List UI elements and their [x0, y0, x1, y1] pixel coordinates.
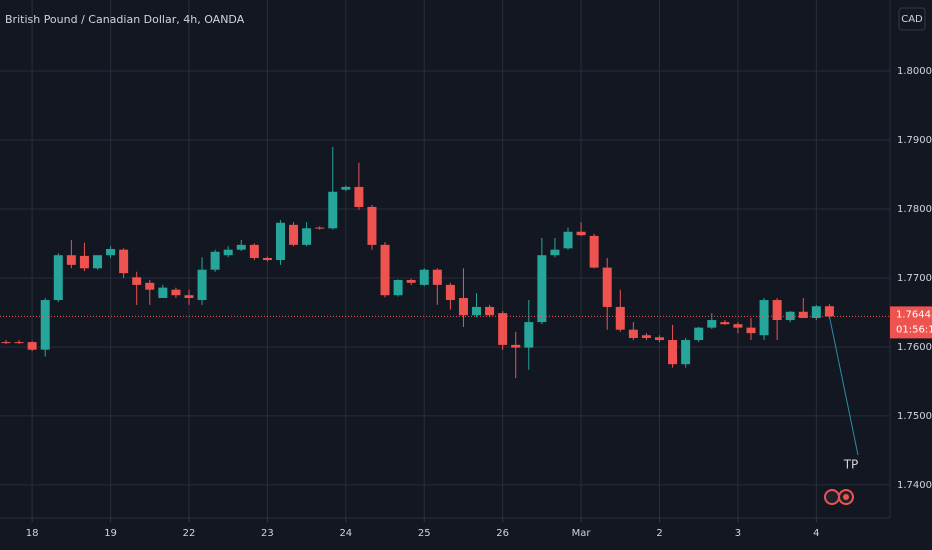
candle-body — [315, 227, 325, 229]
x-tick-label: 19 — [104, 528, 117, 539]
x-tick-label: 25 — [418, 528, 431, 539]
y-tick-label: 1.78000 — [897, 204, 932, 215]
candle-body — [1, 342, 11, 344]
candle-body — [733, 324, 743, 328]
candle-body — [576, 231, 586, 236]
candle-body — [707, 320, 717, 328]
candle-body — [106, 248, 116, 256]
y-tick-label: 1.75000 — [897, 411, 932, 422]
candle-body — [720, 322, 730, 325]
grid — [0, 0, 890, 518]
candle-body — [145, 282, 155, 290]
candle-body — [602, 267, 612, 307]
candle-body — [498, 313, 508, 345]
candle-body — [40, 300, 50, 350]
y-tick-label: 1.79000 — [897, 135, 932, 146]
candle-body — [210, 251, 220, 270]
candle-body — [432, 269, 442, 285]
x-tick-label: Mar — [572, 528, 592, 539]
candle-body — [328, 191, 338, 229]
candle-body — [380, 244, 390, 296]
candle-body — [615, 306, 625, 330]
y-tick-label: 1.77000 — [897, 273, 932, 284]
candle-body — [236, 244, 246, 250]
annotation: TP — [843, 458, 859, 472]
candle-body — [367, 206, 377, 245]
candle-body — [798, 311, 808, 318]
candle-body — [354, 186, 364, 207]
candle-body — [485, 306, 495, 316]
candle-body — [66, 255, 76, 265]
x-tick-label: 2 — [656, 528, 662, 539]
candle-body — [171, 289, 181, 296]
y-tick-label: 1.80000 — [897, 66, 932, 77]
candle-body — [132, 277, 142, 285]
x-tick-label: 4 — [813, 528, 819, 539]
candle-body — [184, 295, 194, 298]
candle-body — [511, 344, 521, 348]
candle-body — [119, 249, 129, 274]
candle-body — [655, 337, 664, 341]
candle-body — [458, 297, 468, 316]
candle-body — [668, 340, 678, 365]
x-tick-label: 3 — [735, 528, 741, 539]
candle-body — [772, 300, 782, 321]
last-price-tag — [890, 306, 932, 339]
candle-body — [92, 255, 102, 269]
candle-body — [289, 224, 299, 245]
candle-body — [746, 327, 756, 334]
candle-body — [393, 280, 403, 296]
candle-body — [223, 249, 233, 256]
last-price-label: 1.76443 — [896, 309, 932, 320]
candle-body — [262, 257, 272, 261]
candle-body — [641, 335, 651, 338]
candle-body — [27, 342, 37, 350]
candle-body — [79, 255, 89, 269]
candle-body — [275, 222, 285, 261]
x-tick-label: 26 — [496, 528, 509, 539]
candle-body — [302, 228, 312, 245]
candle-body — [197, 269, 207, 301]
x-tick-label: 18 — [26, 528, 39, 539]
chart-title: British Pound / Canadian Dollar, 4h, OAN… — [5, 13, 245, 26]
candle-body — [53, 255, 63, 301]
x-tick-label: 22 — [183, 528, 196, 539]
x-tick-label: 23 — [261, 528, 274, 539]
candle-body — [249, 244, 259, 258]
candle-body — [550, 249, 560, 256]
candle-body — [824, 306, 834, 317]
candle-body — [158, 287, 168, 298]
flag-icon-dot — [843, 494, 849, 500]
projection-line — [828, 316, 859, 456]
currency-label[interactable]: CAD — [901, 14, 923, 25]
y-tick-label: 1.76000 — [897, 342, 932, 353]
candle-body — [811, 306, 821, 318]
candle-body — [14, 342, 24, 344]
candle-body — [445, 284, 455, 301]
candle-body — [589, 235, 599, 268]
candle-body — [628, 329, 638, 338]
countdown-label: 01:56:19 — [896, 324, 932, 335]
candle-body — [419, 269, 429, 285]
candle-body — [524, 322, 534, 348]
x-tick-label: 24 — [339, 528, 352, 539]
candle-body — [472, 306, 482, 316]
candle-body — [406, 280, 416, 283]
candle-body — [694, 327, 704, 341]
candle-body — [341, 186, 351, 190]
y-tick-label: 1.74000 — [897, 480, 932, 491]
currency-button[interactable] — [898, 7, 926, 31]
candle-body — [785, 311, 795, 321]
candle-body — [563, 231, 573, 249]
candle-body — [681, 340, 691, 365]
candle-body — [537, 255, 547, 323]
flag-icon[interactable] — [824, 489, 840, 505]
candle-body — [759, 300, 769, 336]
